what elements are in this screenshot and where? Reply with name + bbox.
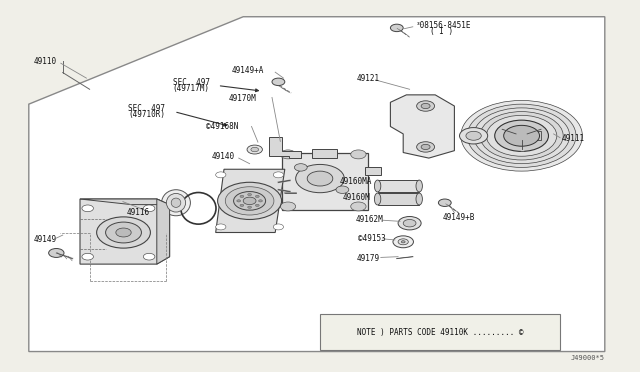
Circle shape (495, 120, 548, 151)
Bar (320, 314, 560, 350)
Text: 49121: 49121 (357, 74, 380, 83)
Text: 49140: 49140 (211, 152, 234, 161)
Circle shape (336, 186, 349, 193)
Circle shape (248, 193, 252, 196)
Polygon shape (80, 199, 170, 205)
Circle shape (398, 239, 408, 245)
Circle shape (417, 101, 435, 111)
Circle shape (240, 204, 244, 206)
Circle shape (401, 241, 405, 243)
Ellipse shape (172, 198, 181, 208)
Circle shape (273, 224, 284, 230)
Ellipse shape (416, 193, 422, 205)
Circle shape (272, 78, 285, 86)
Circle shape (460, 128, 488, 144)
Circle shape (393, 236, 413, 248)
Bar (378, 180, 419, 192)
Circle shape (97, 217, 150, 248)
Text: 49162M: 49162M (355, 215, 383, 224)
Circle shape (251, 147, 259, 152)
Circle shape (255, 195, 259, 198)
Circle shape (294, 164, 307, 171)
Circle shape (351, 202, 366, 211)
Ellipse shape (416, 180, 422, 192)
Text: 49149: 49149 (34, 235, 57, 244)
Text: ³08156-8451E: ³08156-8451E (416, 21, 472, 30)
Circle shape (273, 172, 284, 178)
Text: J49000*5: J49000*5 (571, 355, 605, 361)
Circle shape (82, 253, 93, 260)
Text: (49717M): (49717M) (173, 84, 210, 93)
Circle shape (216, 172, 226, 178)
Circle shape (421, 144, 430, 150)
Circle shape (390, 24, 403, 32)
Polygon shape (80, 199, 170, 264)
Circle shape (116, 228, 131, 237)
Text: 49170M: 49170M (229, 94, 257, 103)
Circle shape (403, 219, 416, 227)
Polygon shape (390, 95, 454, 158)
Text: 49149+A: 49149+A (232, 66, 264, 75)
Polygon shape (216, 169, 285, 232)
Circle shape (49, 248, 64, 257)
Ellipse shape (374, 180, 381, 192)
Circle shape (225, 187, 274, 215)
Text: SEC. 497: SEC. 497 (173, 78, 210, 87)
Circle shape (218, 182, 282, 219)
Text: 49116: 49116 (127, 208, 150, 217)
Circle shape (248, 206, 252, 208)
Circle shape (106, 222, 141, 243)
Circle shape (504, 125, 540, 146)
Circle shape (438, 199, 451, 206)
Bar (378, 193, 419, 205)
Circle shape (82, 205, 93, 212)
Polygon shape (29, 17, 605, 352)
Circle shape (259, 200, 262, 202)
Circle shape (280, 150, 296, 159)
Text: ©49168N: ©49168N (206, 122, 239, 131)
Circle shape (216, 224, 226, 230)
Text: (49710R): (49710R) (128, 110, 165, 119)
Ellipse shape (161, 190, 191, 216)
Circle shape (296, 164, 344, 193)
Bar (312, 149, 337, 158)
Circle shape (237, 200, 241, 202)
Bar (282, 153, 368, 210)
Circle shape (486, 115, 557, 156)
Circle shape (461, 100, 582, 171)
Circle shape (466, 131, 481, 140)
Polygon shape (157, 199, 170, 264)
Circle shape (234, 192, 266, 210)
Circle shape (240, 195, 244, 198)
Circle shape (480, 112, 563, 160)
Circle shape (421, 103, 430, 109)
Bar (518, 131, 541, 140)
Text: ©49153: ©49153 (358, 234, 386, 243)
Text: 49110: 49110 (33, 57, 56, 66)
Text: 49149+B: 49149+B (443, 213, 476, 222)
Circle shape (280, 202, 296, 211)
Ellipse shape (166, 193, 186, 212)
Text: 49111: 49111 (562, 134, 585, 143)
Text: NOTE ) PARTS CODE 49110K ......... ©: NOTE ) PARTS CODE 49110K ......... © (356, 327, 524, 337)
Text: 49160M: 49160M (342, 193, 370, 202)
Circle shape (307, 171, 333, 186)
Circle shape (351, 150, 366, 159)
Text: 49179: 49179 (357, 254, 380, 263)
Circle shape (474, 108, 570, 164)
Text: ( I ): ( I ) (430, 27, 453, 36)
Polygon shape (269, 137, 301, 158)
Circle shape (255, 204, 259, 206)
Circle shape (467, 104, 576, 167)
Ellipse shape (374, 193, 381, 205)
Text: 49160MA: 49160MA (339, 177, 372, 186)
Text: SEC. 497: SEC. 497 (128, 104, 165, 113)
Circle shape (247, 145, 262, 154)
Circle shape (417, 142, 435, 152)
Circle shape (398, 217, 421, 230)
Bar (365, 167, 381, 175)
Circle shape (143, 205, 155, 212)
Circle shape (143, 253, 155, 260)
Circle shape (243, 197, 256, 205)
